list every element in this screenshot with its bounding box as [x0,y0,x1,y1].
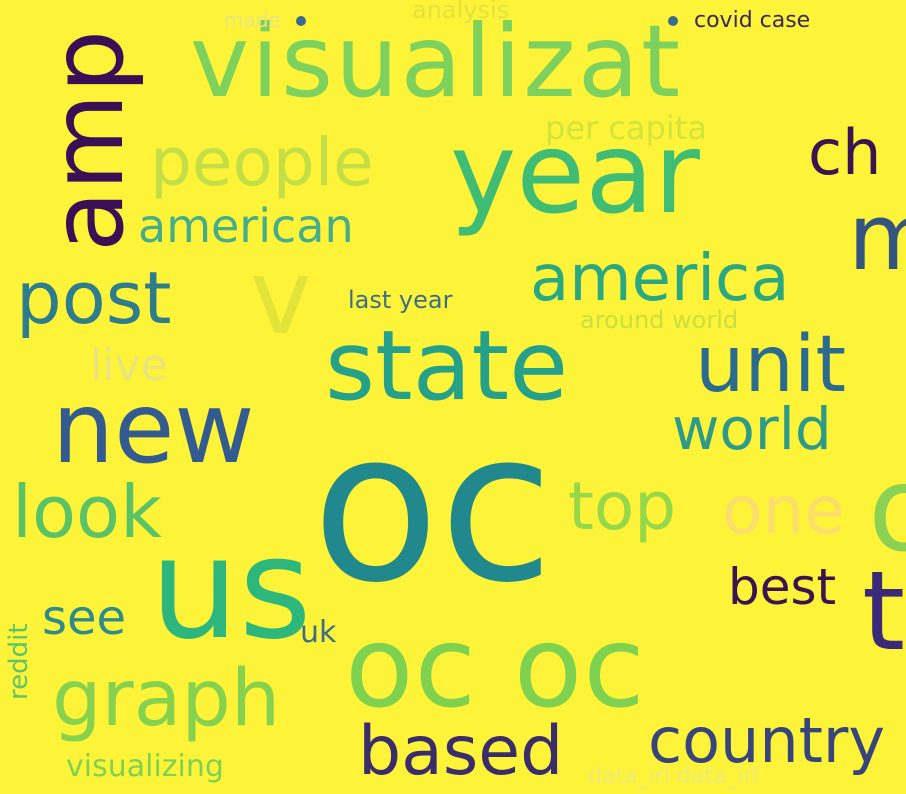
dot-marker [296,16,306,26]
word: people [150,124,374,201]
word: year [450,109,700,239]
word: v [250,236,312,358]
word: graph [52,654,281,744]
word: america [530,242,790,316]
word: m [848,184,906,291]
word: uk [300,615,337,650]
dot-marker [668,16,678,26]
word: amp [29,29,146,252]
word: new [52,372,255,486]
word: look [12,470,162,554]
word: best [728,558,837,616]
word: see [42,590,127,646]
word: last year [348,286,453,314]
word: visualizing [66,749,224,784]
word: live [90,340,168,391]
word: t [862,547,906,675]
word: o [868,440,906,578]
word: one [722,472,845,549]
word: per capita [545,109,707,147]
word: world [672,395,832,463]
word: top [568,468,677,545]
word: us [150,508,312,671]
word: oc [312,387,554,629]
word: analysis [412,0,510,24]
word: post [16,256,172,340]
word: based [358,712,564,791]
word: visualizat [190,3,683,120]
word: country [648,704,886,777]
word: reddit [4,623,34,700]
word: oc oc [345,603,646,733]
word: american [138,199,354,253]
word: covid case [694,8,811,33]
word: around world [580,306,739,334]
word: unit [695,320,847,410]
word: made [224,8,281,32]
word: state [325,310,569,422]
word: data_irl data_irl [588,764,759,789]
word: ch [808,116,882,189]
